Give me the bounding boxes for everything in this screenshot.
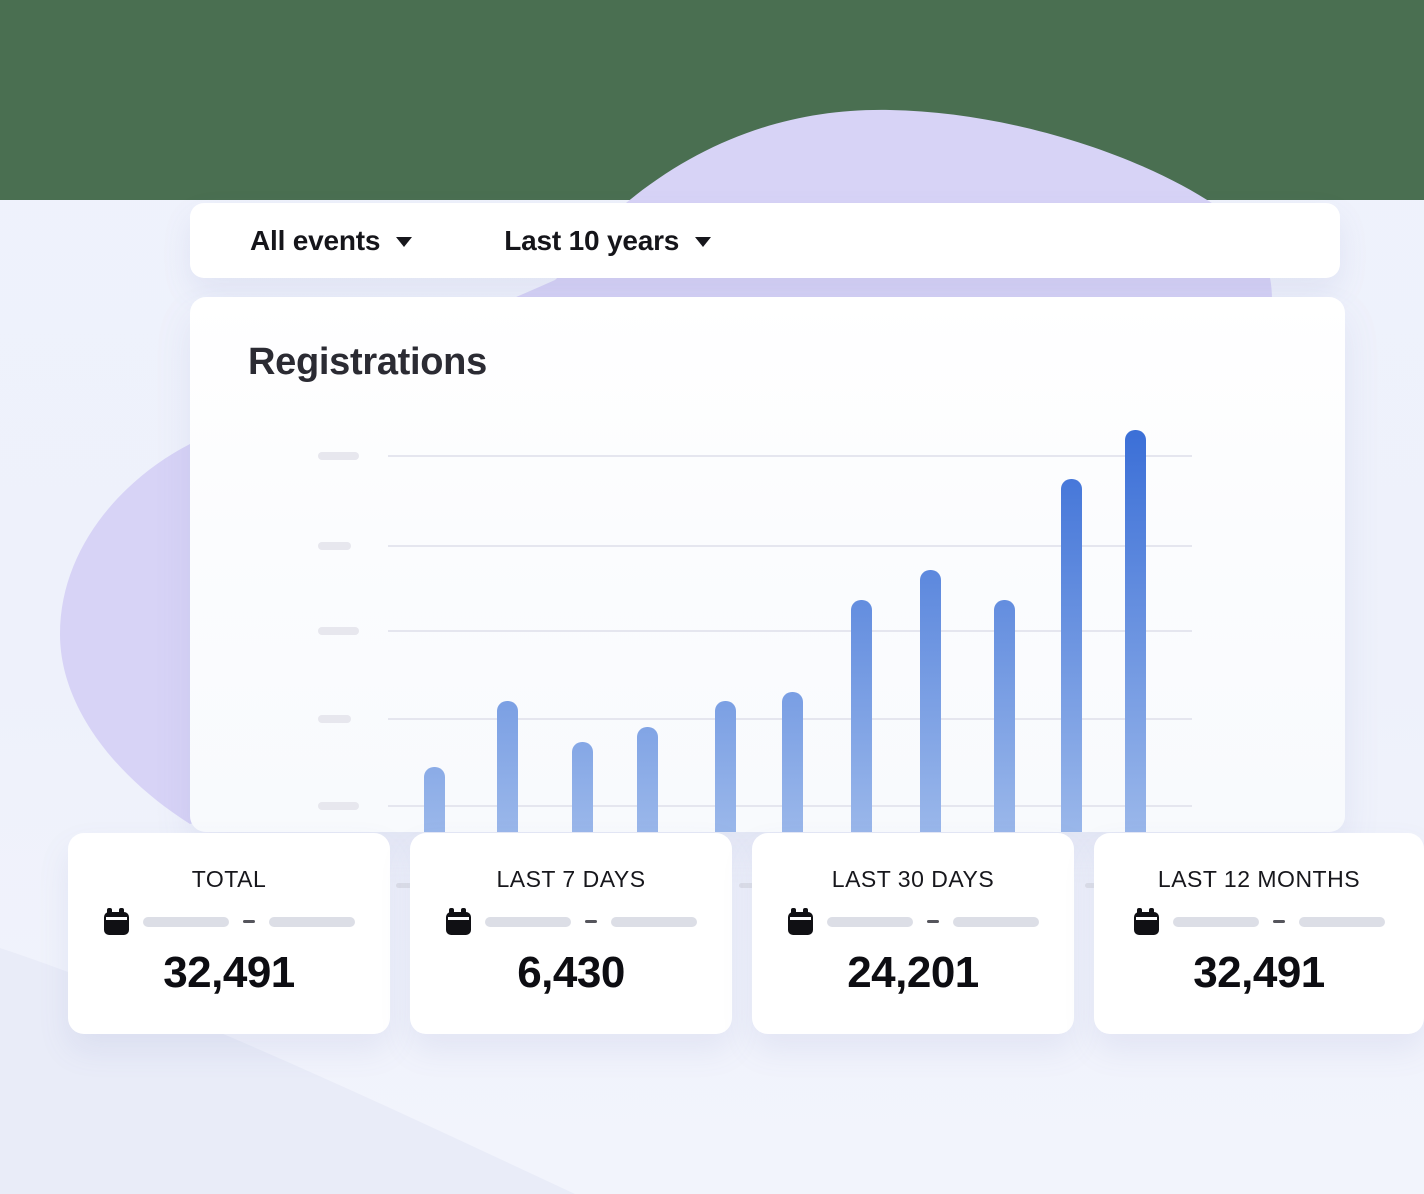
date-start-placeholder: [826, 916, 913, 927]
stat-card: LAST 7 DAYS 6,430: [410, 833, 732, 1034]
chevron-down-icon: [396, 237, 413, 247]
chart-bar[interactable]: [1060, 479, 1082, 832]
chart-bar[interactable]: [781, 692, 803, 832]
calendar-icon: [103, 908, 129, 935]
y-axis-tick-placeholder: [318, 627, 359, 635]
calendar-icon: [787, 908, 813, 935]
range-dash: [1272, 920, 1285, 923]
chart-bar[interactable]: [1124, 430, 1146, 832]
chart-bar[interactable]: [993, 600, 1015, 832]
stat-card-label: LAST 30 DAYS: [831, 866, 995, 892]
range-dash: [242, 920, 255, 923]
gridline: [388, 545, 1192, 547]
chart-bar[interactable]: [636, 727, 658, 832]
date-start-placeholder: [142, 916, 229, 927]
date-end-placeholder: [268, 916, 355, 927]
date-range-label: Last 10 years: [504, 224, 680, 256]
registrations-card: Registrations: [190, 297, 1345, 832]
event-filter-dropdown[interactable]: All events: [250, 224, 413, 257]
stat-card-value: 24,201: [847, 948, 979, 997]
x-axis-tick-placeholder: [1085, 883, 1102, 888]
calendar-icon: [1133, 908, 1159, 935]
gridline: [388, 455, 1192, 457]
range-dash: [926, 920, 939, 923]
stat-card: LAST 12 MONTHS 32,491: [1094, 833, 1424, 1034]
y-axis-tick-placeholder: [318, 542, 351, 550]
gridline: [388, 630, 1192, 632]
date-start-placeholder: [484, 916, 571, 927]
date-range-placeholder[interactable]: [445, 908, 697, 935]
date-range-placeholder[interactable]: [787, 908, 1039, 935]
chart-bar[interactable]: [496, 701, 518, 832]
chart-bar[interactable]: [850, 600, 872, 832]
chart-plot: [190, 297, 1345, 832]
stat-card-value: 6,430: [517, 948, 625, 997]
date-range-placeholder[interactable]: [103, 908, 355, 935]
event-filter-label: All events: [250, 224, 381, 256]
x-axis-tick-placeholder: [739, 883, 756, 888]
chart-bar[interactable]: [571, 742, 593, 832]
date-range-placeholder[interactable]: [1133, 908, 1385, 935]
y-axis-tick-placeholder: [318, 802, 359, 810]
chart-bar[interactable]: [423, 767, 445, 832]
date-end-placeholder: [1298, 916, 1385, 927]
chart-bar[interactable]: [714, 701, 736, 832]
y-axis-tick-placeholder: [318, 715, 351, 723]
stat-card: LAST 30 DAYS 24,201: [752, 833, 1074, 1034]
date-start-placeholder: [1172, 916, 1259, 927]
x-axis-tick-placeholder: [396, 883, 413, 888]
stat-card-value: 32,491: [163, 948, 295, 997]
stat-card: TOTAL 32,491: [68, 833, 390, 1034]
chart-title: Registrations: [248, 341, 487, 383]
calendar-icon: [445, 908, 471, 935]
stat-card-label: LAST 12 MONTHS: [1157, 866, 1361, 892]
chevron-down-icon: [695, 237, 712, 247]
stat-card-label: TOTAL: [191, 866, 267, 892]
filters-toolbar: All events Last 10 years: [190, 203, 1340, 278]
y-axis-tick-placeholder: [318, 452, 359, 460]
stat-card-label: LAST 7 DAYS: [496, 866, 646, 892]
date-end-placeholder: [952, 916, 1039, 927]
stat-card-value: 32,491: [1193, 948, 1325, 997]
date-end-placeholder: [610, 916, 697, 927]
range-dash: [584, 920, 597, 923]
chart-bar[interactable]: [919, 570, 941, 832]
date-range-dropdown[interactable]: Last 10 years: [504, 224, 712, 257]
